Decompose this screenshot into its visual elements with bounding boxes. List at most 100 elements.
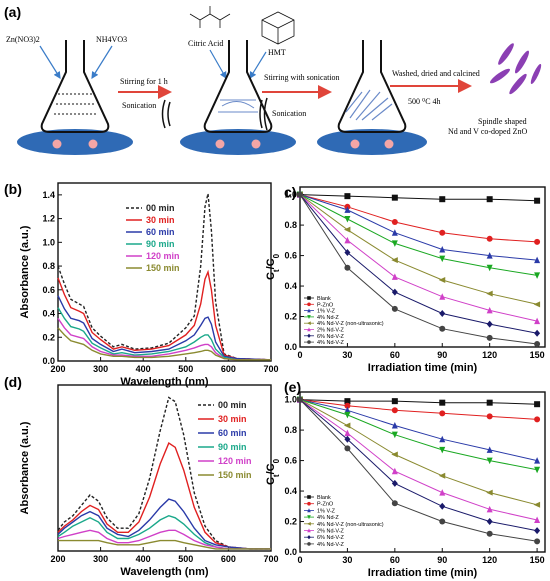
y-tick-label: 0.6 xyxy=(284,456,297,466)
legend-label: 4% Nd-V-Z xyxy=(317,340,345,346)
data-point xyxy=(486,235,493,242)
legend-label: Blank xyxy=(317,495,331,501)
legend-marker xyxy=(307,495,311,499)
y-tick-label: 0.4 xyxy=(42,309,55,319)
data-point xyxy=(486,196,493,203)
pour-arrow-1 xyxy=(39,45,61,80)
series-line-1-V-Z xyxy=(299,399,538,462)
data-point xyxy=(534,272,541,279)
data-point xyxy=(391,305,398,312)
data-point xyxy=(534,466,541,474)
data-point xyxy=(391,407,398,414)
data-point xyxy=(534,527,541,535)
y-tick-label: 0.6 xyxy=(42,285,55,295)
data-point xyxy=(439,196,446,203)
data-point xyxy=(533,301,541,308)
y-tick-label: 0.4 xyxy=(284,281,297,291)
x-tick-label: 150 xyxy=(530,555,545,565)
data-point xyxy=(343,422,351,429)
data-point xyxy=(391,467,398,475)
data-point xyxy=(439,229,446,236)
legend-label: 30 min xyxy=(218,414,247,424)
sonication-label-2: Sonication xyxy=(272,109,306,118)
nanostructure-sketch xyxy=(218,99,258,113)
data-point xyxy=(486,457,493,465)
legend-label: 4% Nd-V-Z (non-ultrasonic) xyxy=(317,522,384,528)
y-tick-label: 1.2 xyxy=(42,214,55,224)
data-point xyxy=(344,445,351,452)
plate-dot xyxy=(350,139,360,149)
series-line-90-min xyxy=(57,514,271,550)
data-point xyxy=(486,413,493,420)
series-line-4-Nd-V-Z-non-ultrasonic- xyxy=(299,399,538,506)
x-axis-title: Irradiation time (min) xyxy=(368,362,478,374)
x-tick-label: 600 xyxy=(221,554,236,564)
y-tick-label: 0.0 xyxy=(284,547,297,557)
x-tick-label: 150 xyxy=(530,350,545,360)
data-point xyxy=(486,334,493,341)
x-tick-label: 700 xyxy=(263,554,278,564)
x-tick-label: 300 xyxy=(93,554,108,564)
y-tick-label: 0.8 xyxy=(284,425,297,435)
legend-marker xyxy=(307,327,311,332)
data-point xyxy=(486,290,493,297)
x-tick-label: 30 xyxy=(342,555,352,565)
series-line-60-min xyxy=(57,295,272,361)
data-point xyxy=(438,276,446,283)
data-point xyxy=(439,255,446,263)
series-line-6-Nd-V-Z xyxy=(299,194,538,334)
data-point xyxy=(439,410,446,417)
legend-label: 150 min xyxy=(146,263,180,273)
spindle-product-icon xyxy=(490,43,542,95)
data-point xyxy=(344,406,351,414)
data-point xyxy=(486,320,493,328)
legend-label: 150 min xyxy=(218,470,252,480)
data-point xyxy=(391,229,398,236)
legend-marker xyxy=(307,315,311,319)
legend-label: 2% Nd-V-Z xyxy=(317,328,345,334)
data-point xyxy=(391,194,398,201)
plate-dot xyxy=(384,139,394,149)
data-point xyxy=(533,501,541,508)
calcination-temp-label: 500 ⁰C 4h xyxy=(408,97,441,106)
series-line-1-V-Z xyxy=(299,194,538,261)
flask-1 xyxy=(40,40,110,133)
step-sonication-label: Stirring with sonication xyxy=(264,73,340,82)
data-point xyxy=(391,398,398,405)
legend-label: 1% V-Z xyxy=(317,508,336,514)
series-line-4-Nd-Z xyxy=(299,399,538,471)
data-point xyxy=(534,538,541,545)
data-point xyxy=(391,422,398,429)
legend-marker xyxy=(307,528,311,533)
x-tick-label: 90 xyxy=(437,350,447,360)
data-point xyxy=(391,257,398,264)
series-line-4-Nd-V-Z-non-ultrasonic- xyxy=(299,194,538,305)
data-point xyxy=(344,193,351,200)
flask-3 xyxy=(337,40,407,133)
data-point xyxy=(439,518,446,525)
data-point xyxy=(344,429,351,437)
x-tick-label: 0 xyxy=(297,555,302,565)
chart-degradation-e: 0 30 60 90 120 150 0.0 0.2 0.4 0.6 0.8 1.0 Irradiati… xyxy=(265,391,546,579)
x-tick-label: 90 xyxy=(437,555,447,565)
data-point xyxy=(439,399,446,406)
legend-marker xyxy=(306,321,311,325)
sonication-waves-icon xyxy=(259,97,268,131)
legend-marker xyxy=(307,515,311,520)
x-tick-label: 60 xyxy=(390,350,400,360)
legend-marker xyxy=(307,542,311,546)
pour-arrow-2 xyxy=(91,45,113,80)
legend-label: 1% V-Z xyxy=(317,309,336,315)
series-line-60-min xyxy=(57,498,271,550)
data-point xyxy=(439,502,446,510)
plate-dot xyxy=(215,139,225,149)
series-line-2-Nd-V-Z xyxy=(299,399,538,521)
x-tick-label: 300 xyxy=(93,364,108,374)
hmt-structure-icon xyxy=(261,11,295,45)
data-point xyxy=(534,457,541,464)
stir-plate-1 xyxy=(17,129,133,155)
y-tick-label: 1.4 xyxy=(42,190,55,200)
y-tick-label: 0.0 xyxy=(42,356,55,366)
data-point xyxy=(439,293,446,300)
sonication-waves-icon xyxy=(161,99,171,129)
